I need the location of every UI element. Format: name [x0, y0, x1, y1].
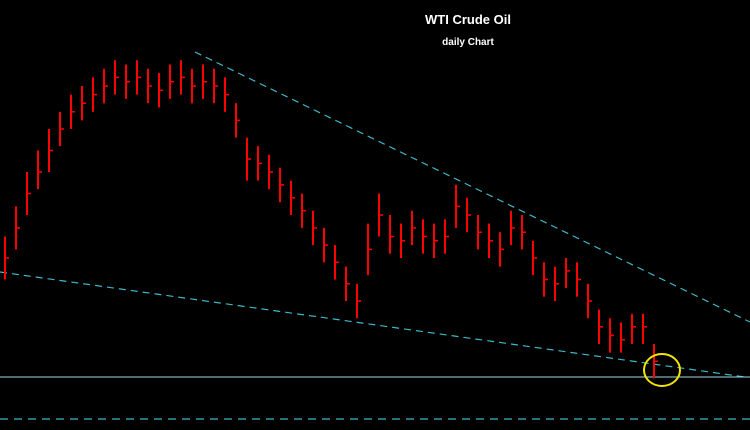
price-bars — [4, 60, 658, 379]
highlight-circle — [643, 353, 681, 387]
chart-title: WTI Crude Oil — [425, 12, 511, 27]
upper-trendline — [194, 51, 750, 323]
lower-trendline — [0, 271, 746, 378]
chart-subtitle: daily Chart — [442, 37, 494, 48]
